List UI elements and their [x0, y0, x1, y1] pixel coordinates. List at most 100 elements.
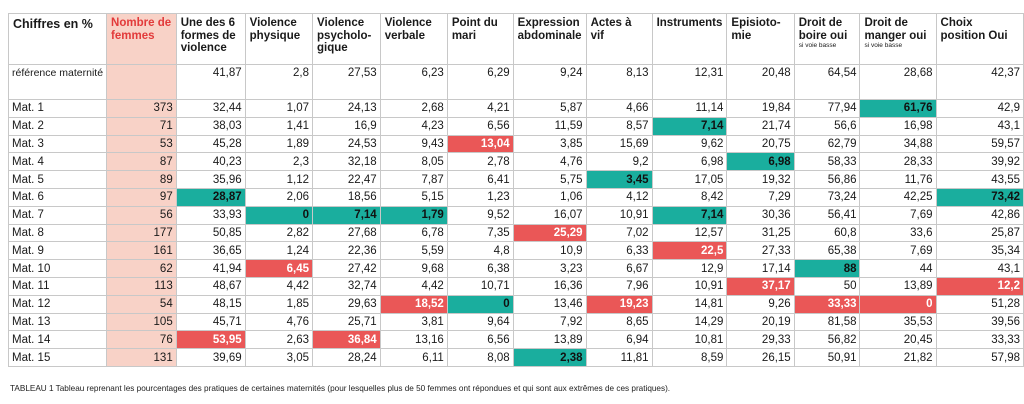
table-row: Mat. 5 89 35,96 1,12 22,47 7,87 6,41 5,75 3,45 17… [7, 170, 1024, 189]
percentage-cell: 48,15 [175, 294, 246, 314]
percentage-cell: 8,57 [585, 116, 653, 136]
column-header: Violence verbale [379, 13, 448, 65]
column-header: Point du mari [446, 13, 514, 65]
column-header: Violence psycholo-gique [312, 13, 381, 65]
percentage-cell: 20,48 [726, 64, 795, 100]
percentage-cell: 2,8 [244, 64, 314, 100]
row-label: Mat. 8 [7, 223, 108, 243]
percentage-cell: 58,33 [793, 152, 861, 172]
percentage-cell: 2,68 [379, 99, 448, 118]
percentage-cell: 22,36 [312, 241, 381, 261]
percentage-cell: 2,82 [244, 223, 314, 243]
percentage-cell: 6,94 [585, 330, 653, 350]
women-count-cell: 71 [106, 116, 177, 136]
percentage-cell: 11,59 [512, 116, 587, 136]
women-count-cell [106, 64, 177, 100]
women-count-cell: 76 [106, 330, 177, 350]
percentage-cell: 4,12 [585, 187, 653, 207]
women-count-cell: 161 [106, 241, 177, 261]
percentage-cell: 2,63 [244, 330, 314, 350]
percentage-cell: 5,87 [512, 99, 587, 118]
percentage-cell: 9,43 [379, 134, 448, 154]
percentage-cell: 62,79 [793, 134, 861, 154]
percentage-cell: 45,71 [175, 312, 246, 332]
percentage-cell: 4,42 [379, 276, 448, 296]
percentage-cell: 7,96 [585, 276, 653, 296]
column-header-label: Choix position Oui [940, 17, 1008, 42]
percentage-cell: 13,04 [446, 134, 514, 154]
row-label: Mat. 11 [7, 276, 108, 296]
percentage-cell: 45,28 [175, 134, 246, 154]
row-label: Mat. 9 [7, 241, 108, 261]
percentage-cell: 12,57 [651, 223, 728, 243]
column-header-label: Episioto-mie [731, 17, 781, 42]
table-row: Mat. 12 54 48,15 1,85 29,63 18,52 0 13,46 19,23 1… [7, 294, 1024, 314]
column-header-label: Violence verbale [384, 17, 432, 42]
percentage-cell: 37,17 [726, 276, 795, 296]
table-row: Mat. 15 131 39,69 3,05 28,24 6,11 8,08 2,38 11,8… [7, 348, 1024, 367]
column-header-label: Droit de manger oui [864, 17, 927, 42]
percentage-cell: 0 [859, 294, 937, 314]
percentage-cell: 36,84 [312, 330, 381, 350]
percentage-cell: 6,78 [379, 223, 448, 243]
percentage-cell: 8,65 [585, 312, 653, 332]
column-header: Instruments [651, 13, 728, 65]
column-header: Nombre de femmes [106, 13, 177, 65]
percentage-cell: 9,68 [379, 259, 448, 278]
percentage-cell: 7,92 [512, 312, 587, 332]
percentage-cell: 41,94 [175, 259, 246, 278]
percentage-cell: 1,79 [379, 205, 448, 225]
women-count-cell: 56 [106, 205, 177, 225]
percentage-cell: 35,96 [175, 170, 246, 189]
percentage-cell: 6,38 [446, 259, 514, 278]
percentage-cell: 19,32 [726, 170, 795, 189]
row-label: Mat. 6 [7, 187, 108, 207]
row-label: Mat. 7 [7, 205, 108, 225]
percentage-cell: 24,13 [312, 99, 381, 118]
maternity-practices-table: Chiffres en % Nombre de femmes Une des 6 f… [7, 13, 1024, 367]
percentage-cell: 26,15 [726, 348, 795, 367]
percentage-cell: 33,33 [935, 330, 1024, 350]
percentage-cell: 7,29 [726, 187, 795, 207]
percentage-cell: 43,1 [935, 116, 1024, 136]
percentage-cell: 56,86 [793, 170, 861, 189]
percentage-cell: 5,75 [512, 170, 587, 189]
percentage-cell: 11,76 [859, 170, 937, 189]
percentage-cell: 50 [793, 276, 861, 296]
percentage-cell: 17,05 [651, 170, 728, 189]
percentage-cell: 5,59 [379, 241, 448, 261]
table-row: Mat. 14 76 53,95 2,63 36,84 13,16 6,56 13,89 6,9… [7, 330, 1024, 350]
percentage-cell: 8,59 [651, 348, 728, 367]
percentage-cell: 7,35 [446, 223, 514, 243]
percentage-cell: 4,76 [512, 152, 587, 172]
percentage-cell: 7,02 [585, 223, 653, 243]
percentage-cell: 16,9 [312, 116, 381, 136]
percentage-cell: 8,05 [379, 152, 448, 172]
percentage-cell: 27,68 [312, 223, 381, 243]
percentage-cell: 6,29 [446, 64, 514, 100]
percentage-cell: 9,2 [585, 152, 653, 172]
percentage-cell: 6,56 [446, 116, 514, 136]
percentage-cell: 14,29 [651, 312, 728, 332]
percentage-cell: 4,8 [446, 241, 514, 261]
percentage-cell: 9,24 [512, 64, 587, 100]
table-body: référence maternité 41,87 2,8 27,53 6,23 6,29… [7, 64, 1024, 367]
header-row: Chiffres en % Nombre de femmes Une des 6 f… [7, 13, 1024, 65]
column-header: Chiffres en % [7, 13, 108, 65]
women-count-cell: 53 [106, 134, 177, 154]
percentage-cell: 9,52 [446, 205, 514, 225]
percentage-cell: 64,54 [793, 64, 861, 100]
percentage-cell: 57,98 [935, 348, 1024, 367]
table-row: Mat. 2 71 38,03 1,41 16,9 4,23 6,56 11,59 8,57 7,… [7, 116, 1024, 136]
percentage-cell: 25,71 [312, 312, 381, 332]
percentage-cell: 2,3 [244, 152, 314, 172]
women-count-cell: 105 [106, 312, 177, 332]
row-label: Mat. 12 [7, 294, 108, 314]
women-count-cell: 54 [106, 294, 177, 314]
percentage-cell: 43,1 [935, 259, 1024, 278]
percentage-cell: 6,56 [446, 330, 514, 350]
percentage-cell: 1,85 [244, 294, 314, 314]
percentage-cell: 50,91 [793, 348, 861, 367]
percentage-cell: 42,37 [935, 64, 1024, 100]
percentage-cell: 43,55 [935, 170, 1024, 189]
